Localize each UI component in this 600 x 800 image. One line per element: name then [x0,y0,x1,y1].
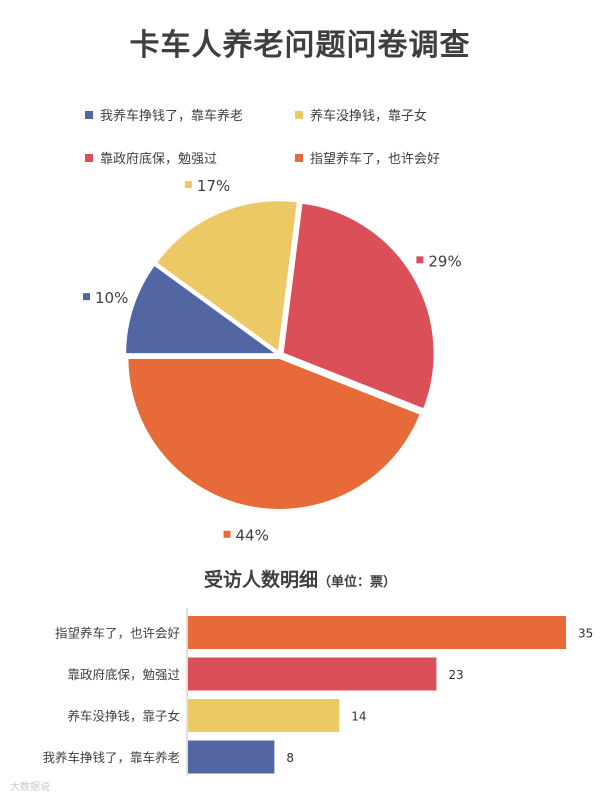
watermark: 大数据说 [10,782,50,793]
pie-slice-hope [126,356,423,511]
pie-chart: 10% 17% 29% 44% [83,177,462,545]
legend-swatch-blue [85,110,93,119]
legend-swatch-red [85,153,93,162]
pie-legend: 我养车挣钱了，靠车养老 养车没挣钱，靠子女 靠政府底保，勉强过 指望养车了，也许… [85,105,505,167]
bar-category-label: 养车没挣钱，靠子女 [67,709,180,724]
bar-category-label: 我养车挣钱了，靠车养老 [42,750,180,765]
pie-label-marker [184,181,192,189]
bar [188,699,340,732]
pie-pct-label: 44% [236,527,269,545]
bar-title-main: 受访人数明细 [203,569,318,591]
legend-swatch-yellow [295,110,303,119]
pie-label-marker [223,530,231,538]
bar [188,657,437,691]
bar-value-label: 23 [448,668,463,682]
bar-chart: 指望养车了，也许会好 35 靠政府底保，勉强过 23 养车没挣钱，靠子女 14 我养车挣钱了… [42,608,593,776]
legend-swatch-orange [295,153,303,162]
bar-value-label: 35 [578,627,593,641]
legend-label: 养车没挣钱，靠子女 [310,109,428,124]
pie-slice-car-pension [124,263,281,356]
legend-item-car-pension: 我养车挣钱了，靠车养老 [85,105,295,124]
bar-value-label: 14 [351,710,366,724]
pie-pct-label: 10% [95,289,128,307]
legend-label: 靠政府底保，勉强过 [100,152,218,167]
pie-label-marker [83,293,91,301]
pie-pct-label: 17% [197,177,230,195]
legend-item-government: 靠政府底保，勉强过 [85,148,295,167]
bar-value-label: 8 [286,751,294,765]
bar [188,616,566,649]
legend-label: 我养车挣钱了，靠车养老 [100,109,244,124]
bar-section-title: 受访人数明细（单位：票） [0,565,600,592]
pie-slice-children [154,199,299,355]
bar-category-label: 指望养车了，也许会好 [55,626,180,641]
pie-pct-label: 29% [428,252,461,270]
bar-category-label: 靠政府底保，勉强过 [67,667,180,682]
pie-slice-government [281,201,436,411]
bar [188,740,275,774]
legend-label: 指望养车了，也许会好 [310,152,441,167]
pie-label-marker [416,256,424,264]
bar-title-unit: （单位：票） [318,575,397,590]
legend-item-hope: 指望养车了，也许会好 [295,148,505,167]
legend-item-children: 养车没挣钱，靠子女 [295,105,505,124]
chart-title: 卡车人养老问题问卷调查 [129,28,471,63]
